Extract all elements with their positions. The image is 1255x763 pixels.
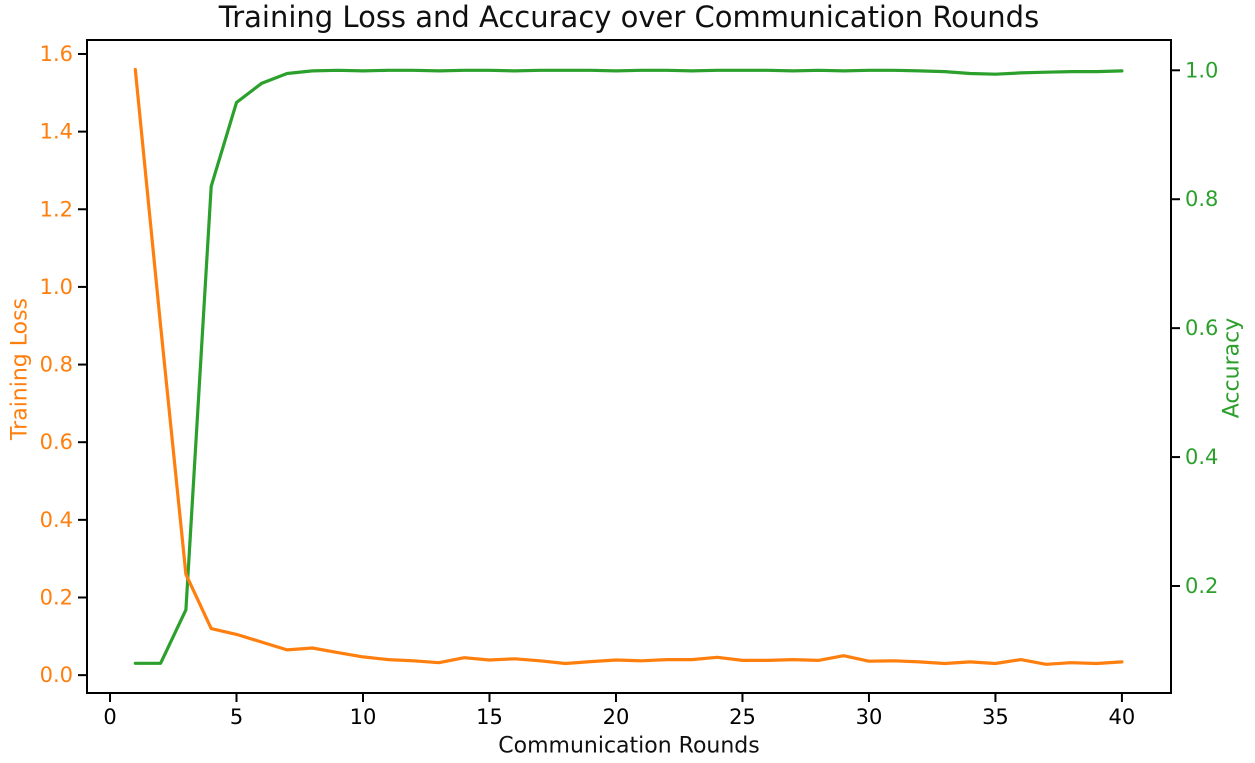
accuracy-line bbox=[133, 68, 1124, 665]
y-axis-label-left: Training Loss bbox=[7, 297, 33, 441]
y-tick-label-left: 0.4 bbox=[40, 508, 73, 532]
x-tick-label: 40 bbox=[1109, 705, 1136, 729]
x-tick-label: 20 bbox=[603, 705, 630, 729]
x-axis-label: Communication Rounds bbox=[498, 733, 760, 759]
loss-line bbox=[133, 67, 1124, 666]
y-tick-label-right: 0.8 bbox=[1185, 187, 1218, 211]
y-tick-label-left: 1.6 bbox=[40, 42, 73, 66]
axes-spines bbox=[86, 39, 1172, 694]
y-tick-label-left: 0.8 bbox=[40, 353, 73, 377]
y-tick-label-right: 0.6 bbox=[1185, 316, 1218, 340]
chart-title: Training Loss and Accuracy over Communic… bbox=[218, 0, 1040, 34]
y-axis-label-right: Accuracy bbox=[1219, 317, 1245, 419]
y-tick-label-left: 1.4 bbox=[40, 120, 73, 144]
x-tick-label: 0 bbox=[103, 705, 116, 729]
x-tick-label: 35 bbox=[982, 705, 1009, 729]
x-tick-label: 25 bbox=[729, 705, 756, 729]
x-tick-label: 30 bbox=[856, 705, 883, 729]
y-tick-label-left: 0.6 bbox=[40, 430, 73, 454]
y-tick-label-right: 1.0 bbox=[1185, 58, 1218, 82]
y-tick-label-left: 0.2 bbox=[40, 585, 73, 609]
x-tick-label: 15 bbox=[476, 705, 503, 729]
y-tick-label-left: 0.0 bbox=[40, 663, 73, 687]
y-tick-label-right: 0.2 bbox=[1185, 574, 1218, 598]
y-tick-label-left: 1.2 bbox=[40, 197, 73, 221]
x-tick-label: 5 bbox=[230, 705, 243, 729]
x-tick-label: 10 bbox=[350, 705, 377, 729]
y-tick-label-right: 0.4 bbox=[1185, 445, 1218, 469]
y-tick-label-left: 1.0 bbox=[40, 275, 73, 299]
